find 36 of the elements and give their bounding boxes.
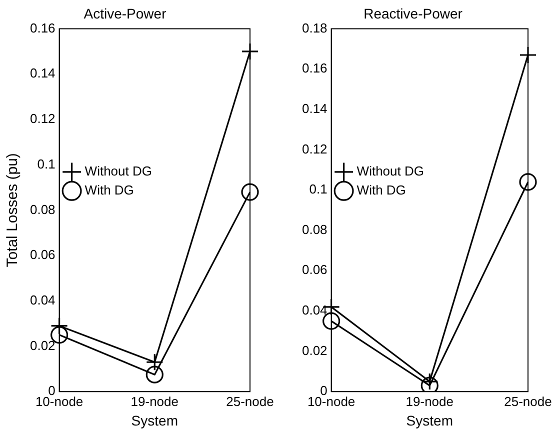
point: [241, 183, 259, 201]
y-tick-label: 0.08: [302, 222, 328, 237]
y-tick-label: 0.12: [30, 111, 56, 126]
y-tick-label: 0: [48, 383, 56, 398]
y-tick-label: 0.06: [302, 262, 328, 278]
x-tick-label: 19-node: [130, 394, 179, 409]
y-tick-label: 0.06: [30, 247, 56, 262]
point: [519, 173, 537, 191]
point: [420, 376, 438, 392]
y-tick-label: 0.18: [302, 20, 328, 36]
legend-label: With DG: [84, 182, 134, 198]
legend-label: Without DG: [356, 163, 424, 178]
y-tick-label: 0.08: [30, 202, 56, 217]
x-tick-label: 19-node: [406, 394, 454, 409]
x-axis-title: System: [131, 412, 178, 428]
y-tick-label: 0.02: [302, 342, 328, 358]
y-tick-label: 0: [320, 383, 328, 398]
legend-label: Without DG: [84, 163, 152, 178]
y-axis-title: Total Losses (pu): [4, 153, 22, 268]
y-tick-label: 0.16: [302, 60, 328, 76]
point: [146, 366, 164, 384]
x-axis-title: System: [406, 412, 453, 428]
chart-title: Active-Power: [84, 5, 167, 22]
chart-title: Reactive-Power: [364, 5, 463, 22]
y-tick-label: 0.14: [302, 101, 328, 116]
y-tick-label: 0.12: [302, 141, 328, 156]
y-tick-label: 0.16: [30, 20, 56, 36]
y-tick-label: 0.04: [30, 292, 56, 308]
y-tick-label: 0.1: [309, 182, 328, 197]
legend-label: With DG: [356, 182, 406, 198]
x-tick-label: 25-node: [226, 394, 274, 409]
y-tick-label: 0.02: [30, 338, 56, 353]
y-tick-label: 0.14: [30, 66, 56, 81]
x-tick-label: 25-node: [504, 394, 552, 409]
y-tick-label: 0.1: [37, 156, 56, 172]
y-tick-label: 0.04: [302, 302, 328, 318]
